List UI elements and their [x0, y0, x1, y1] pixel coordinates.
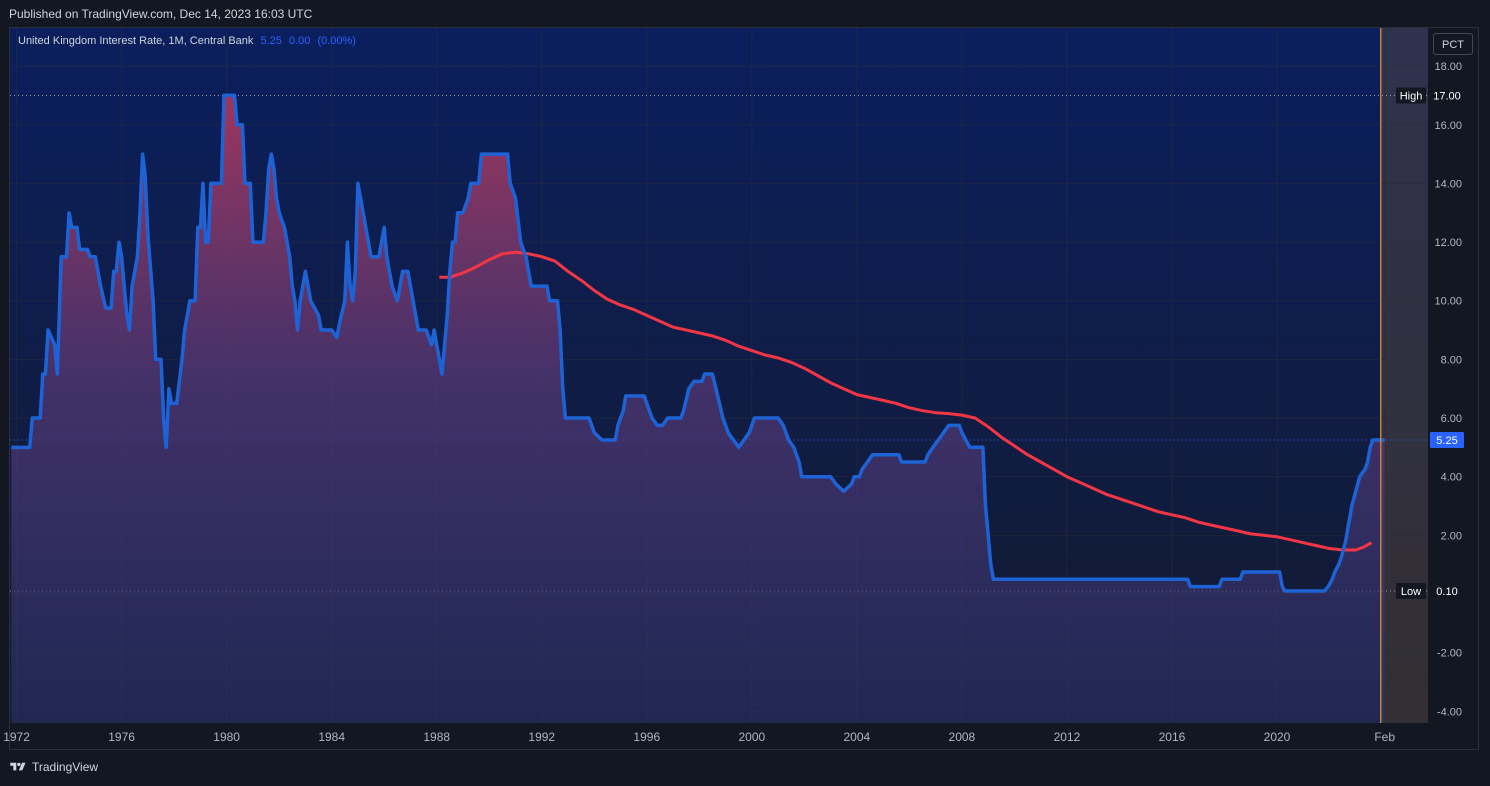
y-axis-tick-label: -4.00	[1437, 706, 1462, 718]
y-axis-tick-label: 6.00	[1441, 413, 1462, 425]
x-axis-tick-label: 1980	[213, 730, 240, 744]
legend-change: 0.00	[288, 35, 311, 47]
high-value-badge	[1428, 87, 1466, 104]
x-axis-tick-label: 2020	[1264, 730, 1291, 744]
legend-change-pct: (0.00%)	[317, 35, 356, 47]
x-axis-tick-label: 2016	[1159, 730, 1186, 744]
low-value-badge	[1428, 583, 1466, 600]
high-label-badge-text: High	[1400, 90, 1423, 102]
x-axis-tick-label: Feb	[1374, 730, 1395, 744]
footer-brand-label: TradingView	[32, 760, 99, 774]
legend-series-name: United Kingdom Interest Rate, 1M, Centra…	[18, 35, 254, 47]
y-axis-tick-label: 18.00	[1434, 61, 1462, 73]
y-axis-tick-label: 10.00	[1434, 296, 1462, 308]
x-axis-tick-label: 2004	[844, 730, 871, 744]
high-label-badge	[1396, 87, 1426, 104]
y-axis-tick-label: -2.00	[1437, 648, 1462, 660]
x-axis-tick-label: 1996	[633, 730, 660, 744]
y-axis-tick-label: 16.00	[1434, 120, 1462, 132]
x-axis-tick-label: 1976	[108, 730, 135, 744]
x-axis-tick-label: 1984	[318, 730, 345, 744]
y-axis-tick-label: 14.00	[1434, 178, 1462, 190]
low-label-badge-text: Low	[1401, 586, 1421, 598]
interest-rate-line	[11, 93, 1385, 593]
last-value-badge	[1430, 432, 1464, 449]
low-label-badge	[1396, 583, 1426, 600]
y-axis-tick-label: 12.00	[1434, 237, 1462, 249]
x-axis-tick-label: 1988	[423, 730, 450, 744]
legend-last-value: 5.25	[260, 35, 282, 47]
last-value-badge-text: 5.25	[1436, 435, 1457, 447]
highlight-region	[1380, 28, 1428, 723]
x-axis-tick-label: 2008	[949, 730, 976, 744]
chart-frame	[9, 27, 1479, 750]
moving-average-line	[439, 250, 1373, 552]
x-axis-tick-label: 2000	[738, 730, 765, 744]
y-axis-tick-label: 2.00	[1441, 530, 1462, 542]
series-legend[interactable]: United Kingdom Interest Rate, 1M, Centra…	[18, 35, 356, 47]
published-caption: Published on TradingView.com, Dec 14, 20…	[9, 7, 313, 21]
low-value-badge-text: 0.10	[1436, 586, 1457, 598]
x-axis-tick-label: 1972	[3, 730, 30, 744]
high-value-badge-text: 17.00	[1433, 90, 1461, 102]
tradingview-logo-icon	[10, 762, 26, 771]
x-axis-tick-label: 2012	[1054, 730, 1081, 744]
y-axis-tick-label: 4.00	[1441, 472, 1462, 484]
rate-area-fill	[11, 95, 1385, 723]
x-axis-tick-label: 1992	[528, 730, 555, 744]
footer-brand[interactable]: TradingView	[9, 760, 98, 774]
y-axis-tick-label: 8.00	[1441, 354, 1462, 366]
unit-button[interactable]: PCT	[1433, 33, 1473, 55]
